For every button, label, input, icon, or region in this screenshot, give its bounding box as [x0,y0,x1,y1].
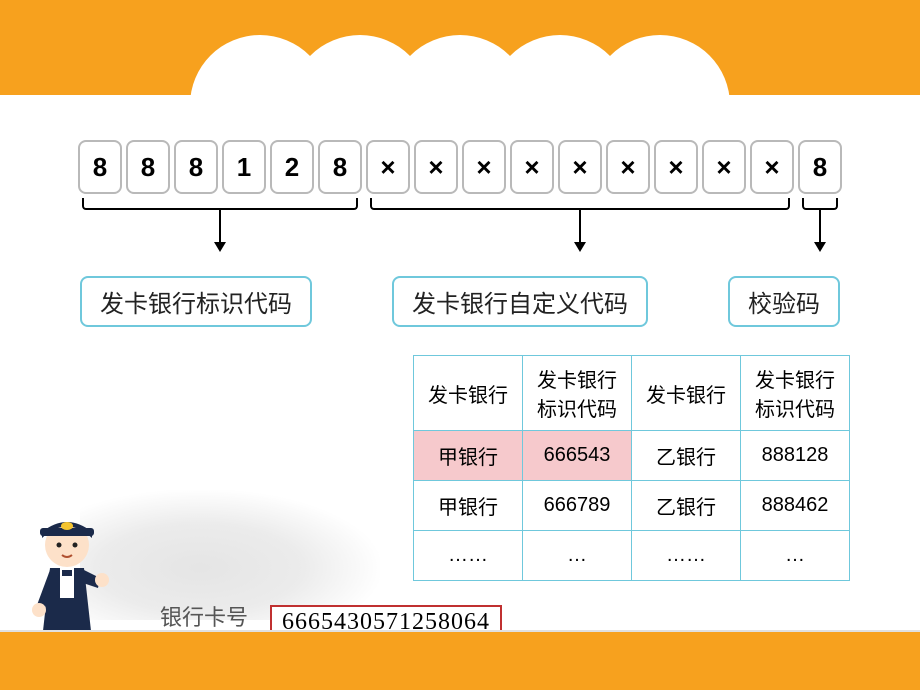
table-cell: …… [632,531,741,581]
table-cell: 甲银行 [414,481,523,531]
table-cell: … [741,531,850,581]
digit-box-9: × [510,140,554,194]
table-cell: 666789 [523,481,632,531]
bracket-1 [370,198,790,250]
main-content: 888128×××××××××8 发卡银行标识代码 发卡银行自定义代码 校验码 … [0,140,920,581]
table-cell: … [523,531,632,581]
digit-box-3: 1 [222,140,266,194]
digit-box-6: × [366,140,410,194]
bottom-border [0,630,920,690]
digit-box-7: × [414,140,458,194]
label-bank-custom-code: 发卡银行自定义代码 [392,276,648,327]
digit-box-12: × [654,140,698,194]
bank-code-table: 发卡银行发卡银行标识代码发卡银行发卡银行标识代码甲银行666543乙银行8881… [413,355,850,581]
table-cell: 甲银行 [414,431,523,481]
card-number-label: 银行卡号 [160,600,248,632]
table-row: 甲银行666789乙银行888462 [414,481,850,531]
digit-box-4: 2 [270,140,314,194]
digit-box-1: 8 [126,140,170,194]
table-header-0: 发卡银行 [414,356,523,431]
bracket-0 [82,198,358,250]
bank-code-table-wrap: 发卡银行发卡银行标识代码发卡银行发卡银行标识代码甲银行666543乙银行8881… [70,355,850,581]
label-bank-id-code: 发卡银行标识代码 [80,276,312,327]
digit-box-14: × [750,140,794,194]
table-cell: 888462 [741,481,850,531]
bracket-2 [802,198,838,250]
digit-box-15: 8 [798,140,842,194]
digit-box-11: × [606,140,650,194]
table-cell: 乙银行 [632,431,741,481]
digit-box-0: 8 [78,140,122,194]
table-cell: …… [414,531,523,581]
digit-box-8: × [462,140,506,194]
table-cell: 666543 [523,431,632,481]
label-check-code: 校验码 [728,276,840,327]
table-cell: 888128 [741,431,850,481]
segment-labels-row: 发卡银行标识代码 发卡银行自定义代码 校验码 [70,276,850,327]
card-digit-row: 888128×××××××××8 [70,140,850,194]
table-cell: 乙银行 [632,481,741,531]
table-row: ……………… [414,531,850,581]
table-header-1: 发卡银行标识代码 [523,356,632,431]
digit-box-2: 8 [174,140,218,194]
table-header-3: 发卡银行标识代码 [741,356,850,431]
digit-box-10: × [558,140,602,194]
cloud-decoration [0,35,920,115]
digit-box-13: × [702,140,746,194]
segment-brackets [70,198,850,268]
table-row: 甲银行666543乙银行888128 [414,431,850,481]
digit-box-5: 8 [318,140,362,194]
table-header-2: 发卡银行 [632,356,741,431]
